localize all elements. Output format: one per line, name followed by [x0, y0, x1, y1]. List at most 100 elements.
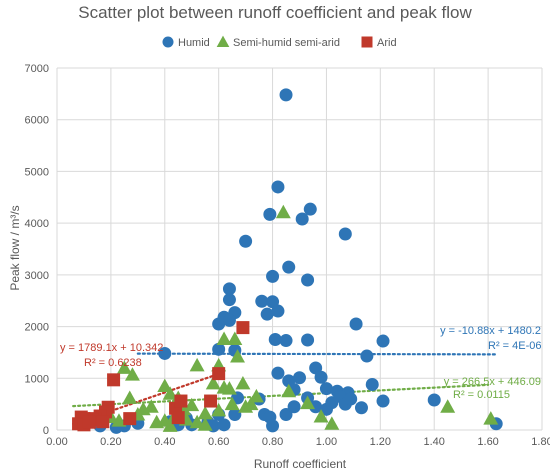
data-point — [197, 405, 213, 420]
data-point — [309, 400, 323, 414]
data-point — [212, 317, 226, 331]
data-point — [301, 273, 315, 287]
data-point — [313, 409, 329, 423]
trendline — [136, 352, 498, 356]
data-point — [271, 304, 285, 318]
x-tick-label: 1.20 — [370, 436, 391, 448]
data-point — [212, 367, 226, 381]
chart-title: Scatter plot between runoff coefficient … — [78, 3, 472, 22]
legend-label: Semi-humid semi-arid — [233, 37, 340, 49]
y-axis-ticks: 0 1000 2000 3000 4000 5000 6000 7000 — [25, 63, 49, 437]
data-point — [376, 334, 390, 348]
data-point — [211, 402, 227, 417]
y-tick-label: 0 — [43, 425, 49, 437]
trendline — [72, 383, 490, 408]
data-point — [239, 234, 253, 248]
data-point — [157, 378, 173, 393]
data-point — [162, 418, 178, 432]
data-point — [319, 382, 333, 396]
trendline-equation: y = 1789.1x + 10.342 — [60, 342, 163, 354]
x-tick-label: 0.80 — [262, 436, 283, 448]
x-tick-label: 0.20 — [100, 436, 121, 448]
data-point — [149, 414, 165, 429]
data-point — [282, 260, 296, 274]
data-point — [271, 180, 285, 194]
x-tick-label: 1.80 — [531, 436, 550, 448]
data-point — [344, 392, 358, 406]
data-point — [189, 414, 205, 429]
x-tick-label: 1.00 — [316, 436, 337, 448]
data-point — [243, 396, 259, 411]
data-point — [111, 413, 127, 427]
x-tick-label: 1.40 — [424, 436, 445, 448]
x-tick-label: 0.00 — [46, 436, 67, 448]
data-point — [266, 269, 280, 283]
data-point — [365, 377, 379, 391]
data-point — [281, 383, 297, 398]
data-point — [217, 418, 231, 432]
data-point — [122, 390, 138, 404]
data-point — [116, 360, 132, 374]
data-point — [228, 407, 242, 421]
data-point — [124, 367, 140, 381]
data-point — [293, 371, 306, 385]
x-tick-label: 0.60 — [208, 436, 229, 448]
legend-label: Humid — [178, 37, 210, 49]
data-point — [96, 415, 110, 429]
data-point — [248, 388, 264, 403]
data-point — [295, 212, 309, 226]
trendline-equations: y = -10.88x + 1480.2 R² = 4E-06 y = 266.5x… — [60, 325, 542, 401]
trendline-r-squared: R² = 4E-06 — [488, 340, 542, 352]
data-point — [279, 334, 293, 348]
data-point — [204, 394, 218, 408]
data-point — [324, 416, 340, 430]
data-point — [376, 394, 390, 408]
data-point — [427, 393, 441, 407]
data-point — [279, 88, 293, 102]
data-point — [221, 381, 237, 395]
trendline-equation: y = -10.88x + 1480.2 — [440, 325, 541, 337]
y-tick-label: 5000 — [25, 166, 49, 178]
data-point — [266, 419, 280, 433]
data-point — [483, 411, 499, 425]
data-point — [143, 399, 159, 413]
trendline-equation: y = 266.5x + 446.09 — [444, 376, 541, 388]
y-tick-label: 1000 — [25, 373, 49, 385]
data-point — [212, 342, 226, 356]
data-points — [72, 88, 503, 434]
legend-label: Arid — [377, 37, 397, 49]
data-point — [222, 282, 236, 296]
legend-marker — [162, 36, 174, 48]
data-point — [174, 394, 188, 408]
data-point — [222, 293, 236, 307]
data-point — [230, 349, 246, 363]
data-point — [275, 204, 291, 219]
data-point — [216, 331, 232, 345]
legend-marker — [216, 35, 230, 48]
data-point — [123, 412, 137, 426]
data-point — [360, 349, 374, 363]
data-point — [303, 202, 317, 216]
data-point — [205, 375, 221, 390]
data-point — [224, 396, 240, 411]
data-point — [107, 373, 121, 387]
data-point — [354, 401, 368, 415]
x-tick-label: 1.60 — [477, 436, 498, 448]
x-tick-label: 0.40 — [154, 436, 175, 448]
data-point — [184, 397, 200, 412]
data-point — [235, 375, 251, 390]
data-point — [338, 227, 352, 241]
data-point — [260, 307, 274, 321]
x-axis-title: Runoff coefficient — [254, 457, 347, 471]
y-tick-label: 6000 — [25, 115, 49, 127]
x-axis-ticks: 0.00 0.20 0.40 0.60 0.80 1.00 1.20 1.40 1.60 1.80 — [46, 436, 550, 448]
data-point — [279, 407, 293, 421]
data-point — [162, 386, 178, 400]
data-point — [268, 333, 282, 346]
data-point — [300, 395, 316, 410]
data-point — [236, 321, 250, 335]
legend: Humid Semi-humid semi-arid Arid — [162, 35, 397, 49]
data-point — [301, 333, 315, 347]
data-point — [227, 331, 243, 345]
